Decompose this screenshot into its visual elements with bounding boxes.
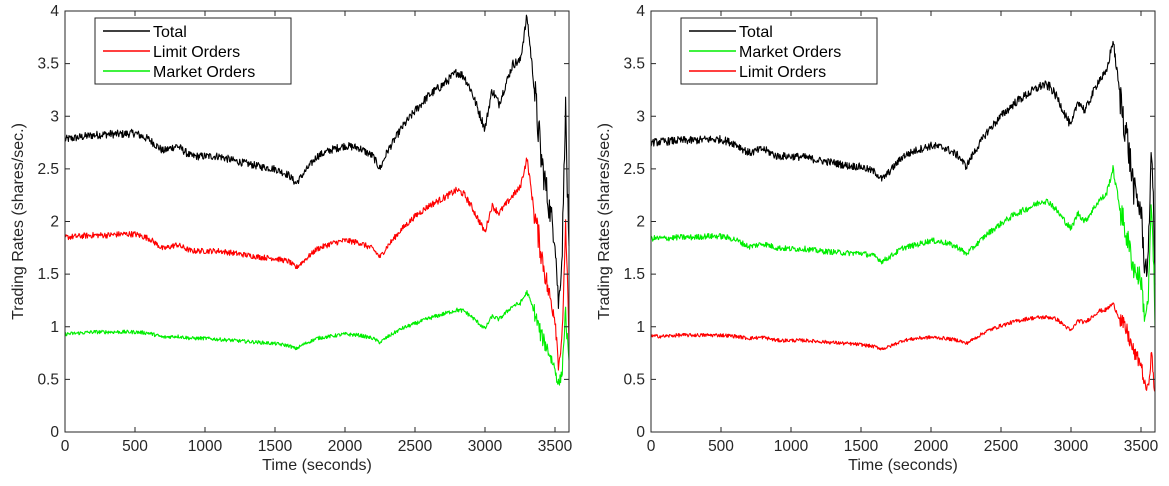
legend-label: Limit Orders bbox=[739, 64, 826, 81]
series-line-limit-orders bbox=[651, 302, 1156, 392]
y-tick-label: 1.5 bbox=[623, 266, 645, 283]
y-tick-label: 4 bbox=[636, 3, 645, 20]
series-line-market-orders bbox=[650, 165, 1156, 329]
x-tick-label: 2500 bbox=[398, 438, 433, 455]
y-tick-label: 0 bbox=[50, 424, 59, 441]
legend: Total Market Orders Limit Orders bbox=[680, 17, 878, 85]
y-axis-label: Trading Rates (shares/sec.) bbox=[596, 123, 613, 320]
x-tick-label: 3000 bbox=[1054, 438, 1089, 455]
x-tick-label: 3500 bbox=[538, 438, 573, 455]
x-tick-label: 2000 bbox=[328, 438, 363, 455]
x-tick-label: 0 bbox=[647, 438, 656, 455]
legend-label: Total bbox=[153, 24, 187, 41]
chart-2: 0 500 1000 1500 2000 2500 3000 3500 0 0.5 1 1.5 2 2.5… bbox=[596, 3, 1159, 474]
series-line-market-orders bbox=[64, 290, 570, 386]
y-tick-label: 1 bbox=[636, 319, 645, 336]
series-line-limit-orders bbox=[64, 157, 570, 371]
x-tick-label: 500 bbox=[708, 438, 734, 455]
y-tick-label: 2.5 bbox=[623, 161, 645, 178]
series-line-total bbox=[650, 40, 1156, 285]
x-axis-label: Time (seconds) bbox=[848, 457, 958, 474]
x-tick-label: 0 bbox=[61, 438, 70, 455]
chart-1: 0 500 1000 1500 2000 2500 3000 3500 0 0.5 1 1.5 2 2.5… bbox=[10, 3, 573, 474]
x-tick-label: 3000 bbox=[468, 438, 503, 455]
legend-label: Market Orders bbox=[153, 64, 255, 81]
y-tick-label: 3.5 bbox=[623, 56, 645, 73]
y-tick-label: 2 bbox=[636, 214, 645, 231]
x-tick-label: 2000 bbox=[914, 438, 949, 455]
x-tick-label: 1000 bbox=[774, 438, 809, 455]
y-tick-label: 1 bbox=[50, 319, 59, 336]
y-tick-label: 3 bbox=[636, 108, 645, 125]
y-axis-label: Trading Rates (shares/sec.) bbox=[10, 123, 27, 320]
y-tick-label: 3 bbox=[50, 108, 59, 125]
x-tick-label: 500 bbox=[122, 438, 148, 455]
series-line-total bbox=[64, 14, 570, 310]
legend-label: Total bbox=[739, 24, 773, 41]
x-tick-label: 1000 bbox=[188, 438, 223, 455]
x-tick-label: 1500 bbox=[844, 438, 879, 455]
y-tick-label: 1.5 bbox=[37, 266, 59, 283]
y-tick-label: 2 bbox=[50, 214, 59, 231]
y-tick-label: 0.5 bbox=[37, 371, 59, 388]
legend: Total Limit Orders Market Orders bbox=[94, 17, 292, 85]
y-tick-label: 0 bbox=[636, 424, 645, 441]
x-tick-label: 1500 bbox=[258, 438, 293, 455]
x-axis-label: Time (seconds) bbox=[262, 457, 372, 474]
y-tick-label: 4 bbox=[50, 3, 59, 20]
legend-label: Limit Orders bbox=[153, 44, 240, 61]
y-tick-label: 0.5 bbox=[623, 371, 645, 388]
legend-label: Market Orders bbox=[739, 44, 841, 61]
y-tick-label: 3.5 bbox=[37, 56, 59, 73]
x-tick-label: 3500 bbox=[1124, 438, 1159, 455]
y-tick-label: 2.5 bbox=[37, 161, 59, 178]
x-tick-label: 2500 bbox=[984, 438, 1019, 455]
